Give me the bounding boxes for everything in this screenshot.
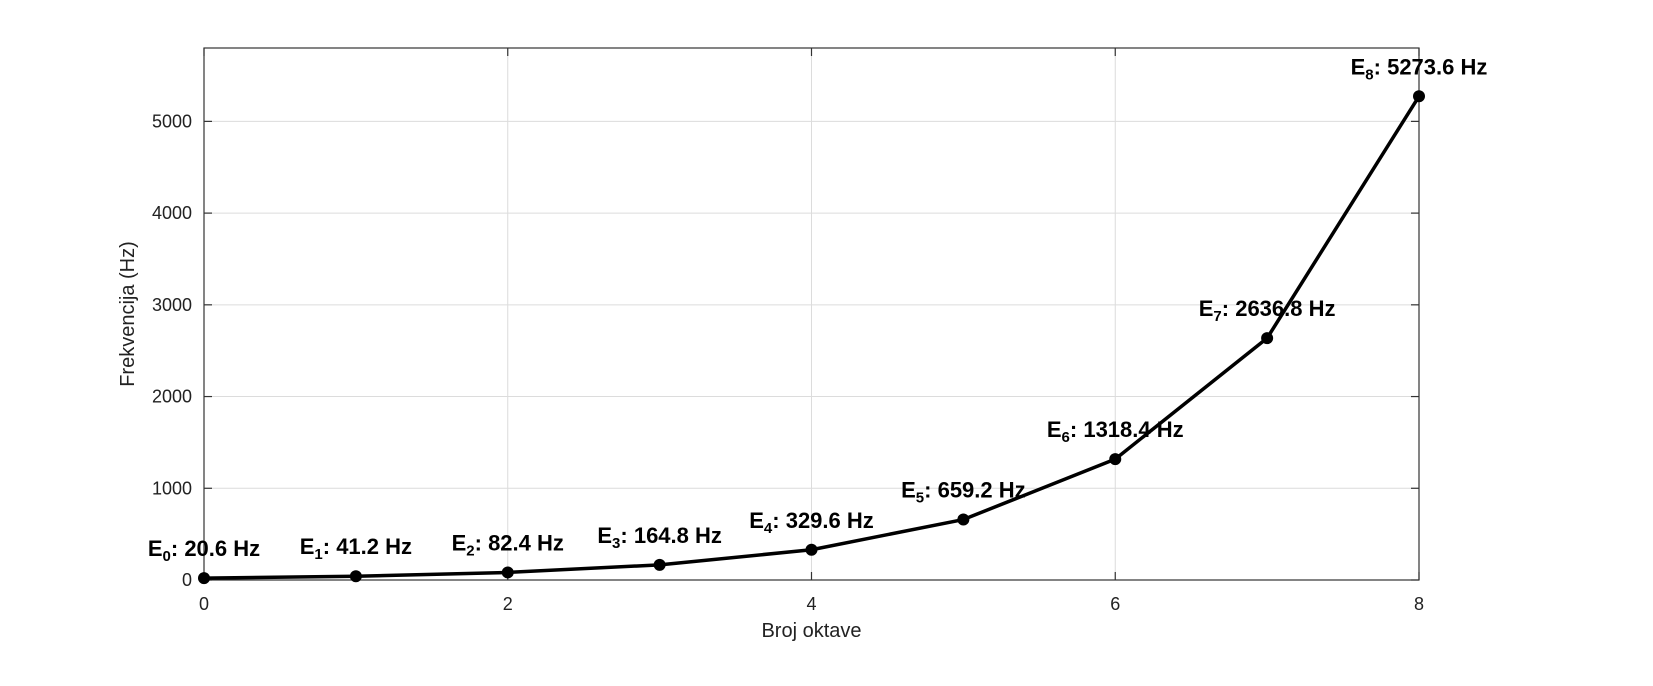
data-label-subscript: 5 — [916, 490, 924, 507]
data-label-subscript: 2 — [466, 542, 474, 559]
data-label-subscript: 0 — [163, 548, 171, 565]
data-label: E6: 1318.4 Hz — [1047, 417, 1184, 446]
data-point — [1261, 332, 1274, 345]
data-label-note: E — [1047, 417, 1062, 442]
data-label: E5: 659.2 Hz — [901, 478, 1026, 507]
data-point — [653, 558, 666, 571]
data-label-subscript: 1 — [314, 546, 322, 563]
data-label-note: E — [749, 508, 764, 533]
data-label: E1: 41.2 Hz — [300, 534, 412, 563]
data-label-value: : 5273.6 Hz — [1374, 54, 1488, 79]
data-point — [957, 513, 970, 526]
data-label-note: E — [300, 534, 315, 559]
data-point — [349, 570, 362, 583]
data-label: E3: 164.8 Hz — [597, 523, 722, 552]
y-tick-label: 1000 — [152, 478, 192, 498]
y-tick-label: 5000 — [152, 111, 192, 131]
data-label-note: E — [901, 478, 916, 503]
data-label: E8: 5273.6 Hz — [1351, 54, 1488, 83]
data-label-note: E — [148, 536, 163, 561]
data-point — [805, 543, 818, 556]
x-tick-label: 4 — [806, 594, 816, 614]
data-label-subscript: 8 — [1365, 66, 1373, 83]
series-1 — [198, 90, 1425, 585]
data-label-note: E — [597, 523, 612, 548]
x-tick-label: 6 — [1110, 594, 1120, 614]
data-label-value: : 1318.4 Hz — [1070, 417, 1184, 442]
data-label-value: : 2636.8 Hz — [1222, 296, 1336, 321]
y-tick-label: 4000 — [152, 203, 192, 223]
data-label-subscript: 3 — [612, 535, 620, 552]
data-label-subscript: 7 — [1213, 308, 1221, 325]
data-label: E0: 20.6 Hz — [148, 536, 260, 565]
data-label-value: : 329.6 Hz — [772, 508, 874, 533]
data-label: E7: 2636.8 Hz — [1199, 296, 1336, 325]
data-label-note: E — [1199, 296, 1214, 321]
data-label-note: E — [452, 530, 467, 555]
data-label-subscript: 6 — [1062, 429, 1070, 446]
data-point — [501, 566, 514, 579]
x-tick-labels: 0 2 4 6 8 — [199, 594, 1424, 614]
data-label-value: : 659.2 Hz — [924, 478, 1026, 503]
data-label: E4: 329.6 Hz — [749, 508, 874, 537]
y-tick-label: 2000 — [152, 387, 192, 407]
y-axis-title: Frekvencija (Hz) — [117, 241, 139, 387]
data-label-value: : 82.4 Hz — [475, 530, 564, 555]
y-tick-label: 3000 — [152, 295, 192, 315]
x-axis-title: Broj oktave — [761, 620, 861, 642]
data-label-value: : 20.6 Hz — [171, 536, 260, 561]
data-label-value: : 41.2 Hz — [323, 534, 412, 559]
x-tick-label: 2 — [503, 594, 513, 614]
y-tick-labels: 0 1000 2000 3000 4000 5000 — [152, 111, 192, 590]
data-point — [198, 572, 210, 585]
data-label-subscript: 4 — [764, 520, 773, 537]
y-tick-label: 0 — [182, 570, 192, 590]
data-point — [1413, 90, 1425, 103]
plot-frame — [203, 47, 1420, 581]
data-label-value: : 164.8 Hz — [620, 523, 722, 548]
data-labels: E0: 20.6 Hz E1: 41.2 Hz E2: 82.4 Hz E3: 164… — [148, 54, 1488, 565]
x-tick-label: 8 — [1414, 594, 1424, 614]
data-label: E2: 82.4 Hz — [452, 530, 564, 559]
data-label-note: E — [1351, 54, 1366, 79]
x-tick-label: 0 — [199, 594, 209, 614]
data-point — [1109, 453, 1122, 466]
